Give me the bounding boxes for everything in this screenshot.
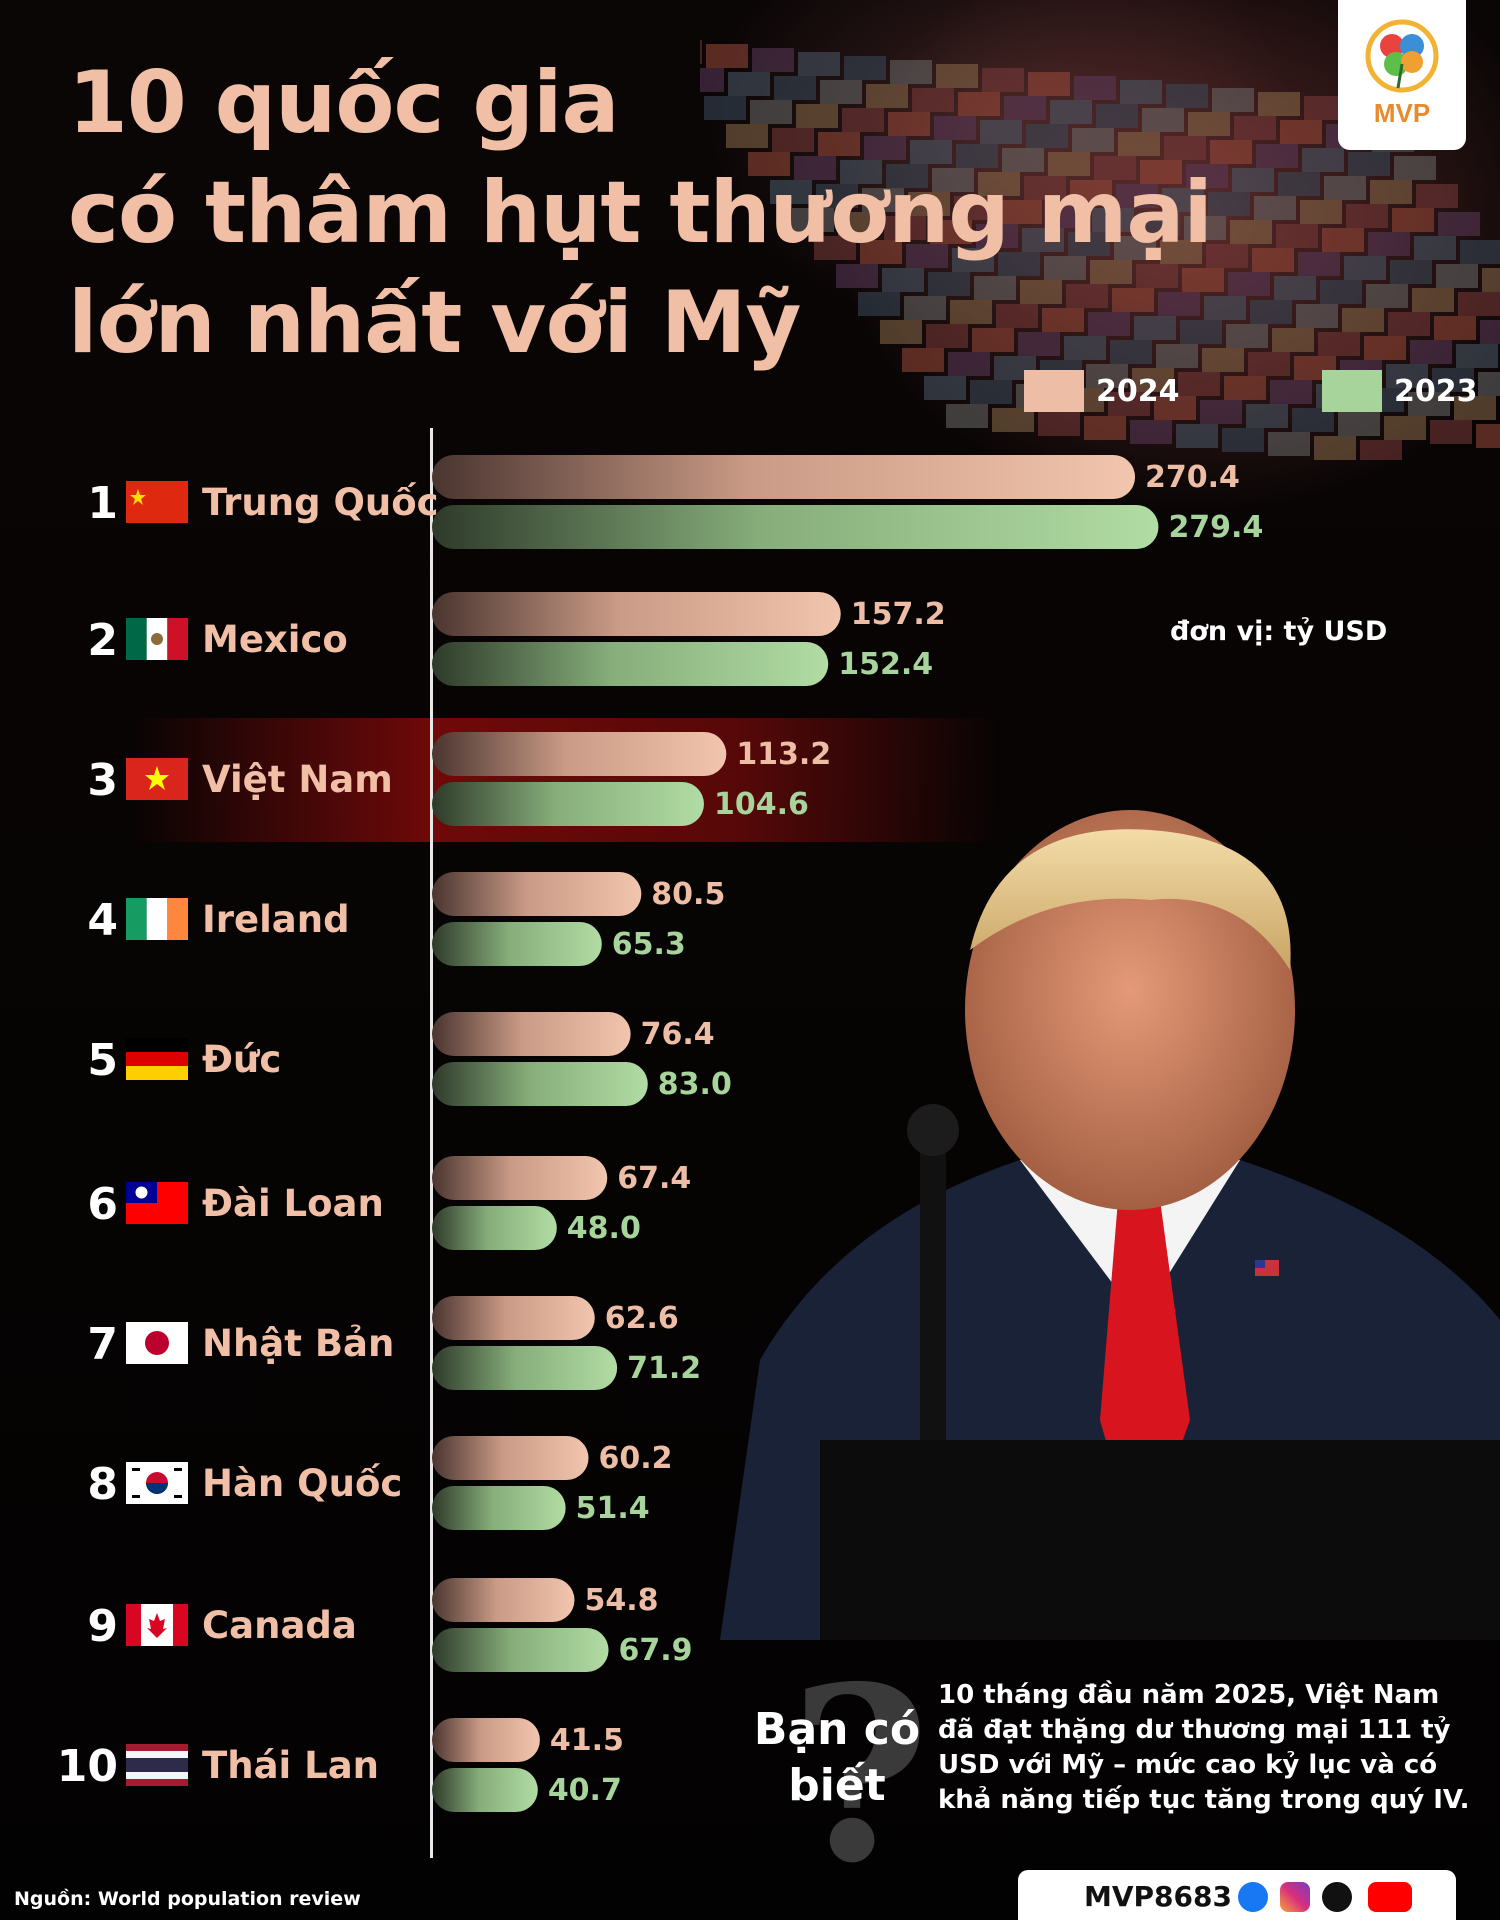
rank-label: 10	[57, 1741, 118, 1792]
rank-label: 6	[87, 1179, 118, 1230]
value-label-2024: 54.8	[584, 1583, 658, 1618]
bar-2023	[432, 1346, 618, 1390]
bar-2023	[432, 1062, 648, 1106]
question-mark-icon: ?	[789, 1634, 931, 1916]
country-label: Đức	[202, 1038, 281, 1081]
rank-label: 3	[87, 755, 118, 806]
did-you-know-line-2: biết	[788, 1760, 886, 1811]
value-label-2024: 157.2	[851, 597, 946, 632]
country-label: Canada	[202, 1604, 357, 1647]
logo-text: MVP	[1373, 98, 1431, 128]
country-label: Mexico	[202, 618, 348, 661]
legend-swatch-2024	[1024, 370, 1084, 412]
tiktok-icon[interactable]	[1322, 1882, 1352, 1912]
value-label-2024: 62.6	[605, 1301, 679, 1336]
country-label: Ireland	[202, 898, 350, 941]
rank-label: 9	[87, 1601, 118, 1652]
country-label: Thái Lan	[202, 1744, 379, 1787]
bar-2023	[432, 1768, 538, 1812]
value-label-2023: 67.9	[619, 1633, 693, 1668]
title-line-3: lớn nhất với Mỹ	[68, 273, 801, 373]
value-label-2023: 104.6	[714, 787, 809, 822]
value-label-2023: 51.4	[576, 1491, 650, 1526]
bar-2024	[432, 1296, 595, 1340]
value-label-2024: 270.4	[1145, 460, 1240, 495]
youtube-icon[interactable]	[1368, 1882, 1412, 1912]
value-label-2024: 76.4	[641, 1017, 715, 1052]
country-label: Hàn Quốc	[202, 1462, 402, 1505]
bar-2024	[432, 1718, 540, 1762]
value-label-2024: 67.4	[617, 1161, 691, 1196]
value-label-2023: 152.4	[838, 647, 933, 682]
legend-swatch-2023	[1322, 370, 1382, 412]
facebook-icon[interactable]	[1238, 1882, 1268, 1912]
country-label: Đài Loan	[202, 1182, 384, 1225]
value-label-2023: 83.0	[658, 1067, 732, 1102]
unit-note: đơn vị: tỷ USD	[1170, 616, 1388, 647]
country-label: Nhật Bản	[202, 1322, 394, 1365]
bar-2023	[432, 505, 1159, 549]
legend-label-2024: 2024	[1096, 374, 1180, 409]
china-flag	[126, 481, 188, 523]
did-you-know-line-1: Bạn có	[753, 1704, 921, 1755]
title-line-2: có thâm hụt thương mại	[68, 163, 1213, 263]
instagram-icon[interactable]	[1280, 1882, 1310, 1912]
bar-2023	[432, 642, 829, 686]
value-label-2024: 80.5	[651, 877, 725, 912]
rank-label: 4	[87, 895, 118, 946]
bar-2024	[432, 1156, 608, 1200]
rank-label: 8	[87, 1459, 118, 1510]
bar-2023	[432, 1206, 557, 1250]
social-bar: MVP8683	[1018, 1870, 1456, 1920]
value-label-2023: 279.4	[1168, 510, 1263, 545]
rank-label: 5	[87, 1035, 118, 1086]
bar-2024	[432, 872, 642, 916]
mvp-logo: MVP	[1338, 0, 1466, 150]
vietnam-flag	[126, 758, 188, 800]
value-label-2024: 60.2	[599, 1441, 673, 1476]
bar-2024	[432, 1436, 589, 1480]
legend-label-2023: 2023	[1394, 374, 1478, 409]
did-you-know-text: 10 tháng đầu năm 2025, Việt Nam đã đạt t…	[938, 1680, 1470, 1815]
rank-label: 7	[87, 1319, 118, 1370]
value-label-2023: 40.7	[548, 1773, 622, 1808]
bar-2023	[432, 1486, 566, 1530]
did-you-know-label: Bạn có biết	[752, 1702, 922, 1814]
cargo-ship-image	[700, 40, 1500, 460]
page-title: 10 quốc gia có thâm hụt thương mại lớn n…	[68, 48, 1268, 378]
value-label-2024: 113.2	[736, 737, 831, 772]
value-label-2023: 65.3	[612, 927, 686, 962]
bar-2024	[432, 455, 1136, 499]
source-note: Nguồn: World population review	[14, 1888, 361, 1910]
bar-2024	[432, 1578, 575, 1622]
bar-2024	[432, 1012, 631, 1056]
social-handle: MVP8683	[1084, 1880, 1232, 1913]
country-label: Trung Quốc	[202, 481, 439, 524]
rank-label: 1	[87, 478, 118, 529]
bar-2023	[432, 922, 602, 966]
canada-flag	[126, 1604, 188, 1646]
axis-line	[430, 428, 433, 1858]
bar-2024	[432, 592, 841, 636]
bar-2023	[432, 782, 704, 826]
clover-icon	[1365, 19, 1439, 93]
ireland-flag	[126, 898, 188, 940]
title-line-1: 10 quốc gia	[68, 53, 619, 153]
taiwan-flag	[126, 1182, 188, 1224]
thailand-flag	[126, 1744, 188, 1786]
japan-flag	[126, 1322, 188, 1364]
bar-2024	[432, 732, 727, 776]
mexico-flag	[126, 618, 188, 660]
country-label: Việt Nam	[202, 758, 393, 801]
bar-2023	[432, 1628, 609, 1672]
value-label-2023: 71.2	[627, 1351, 701, 1386]
value-label-2023: 48.0	[567, 1211, 641, 1246]
speaker-photo	[720, 810, 1500, 1640]
germany-flag	[126, 1038, 188, 1080]
korea-flag	[126, 1462, 188, 1504]
rank-label: 2	[87, 615, 118, 666]
value-label-2024: 41.5	[550, 1723, 624, 1758]
